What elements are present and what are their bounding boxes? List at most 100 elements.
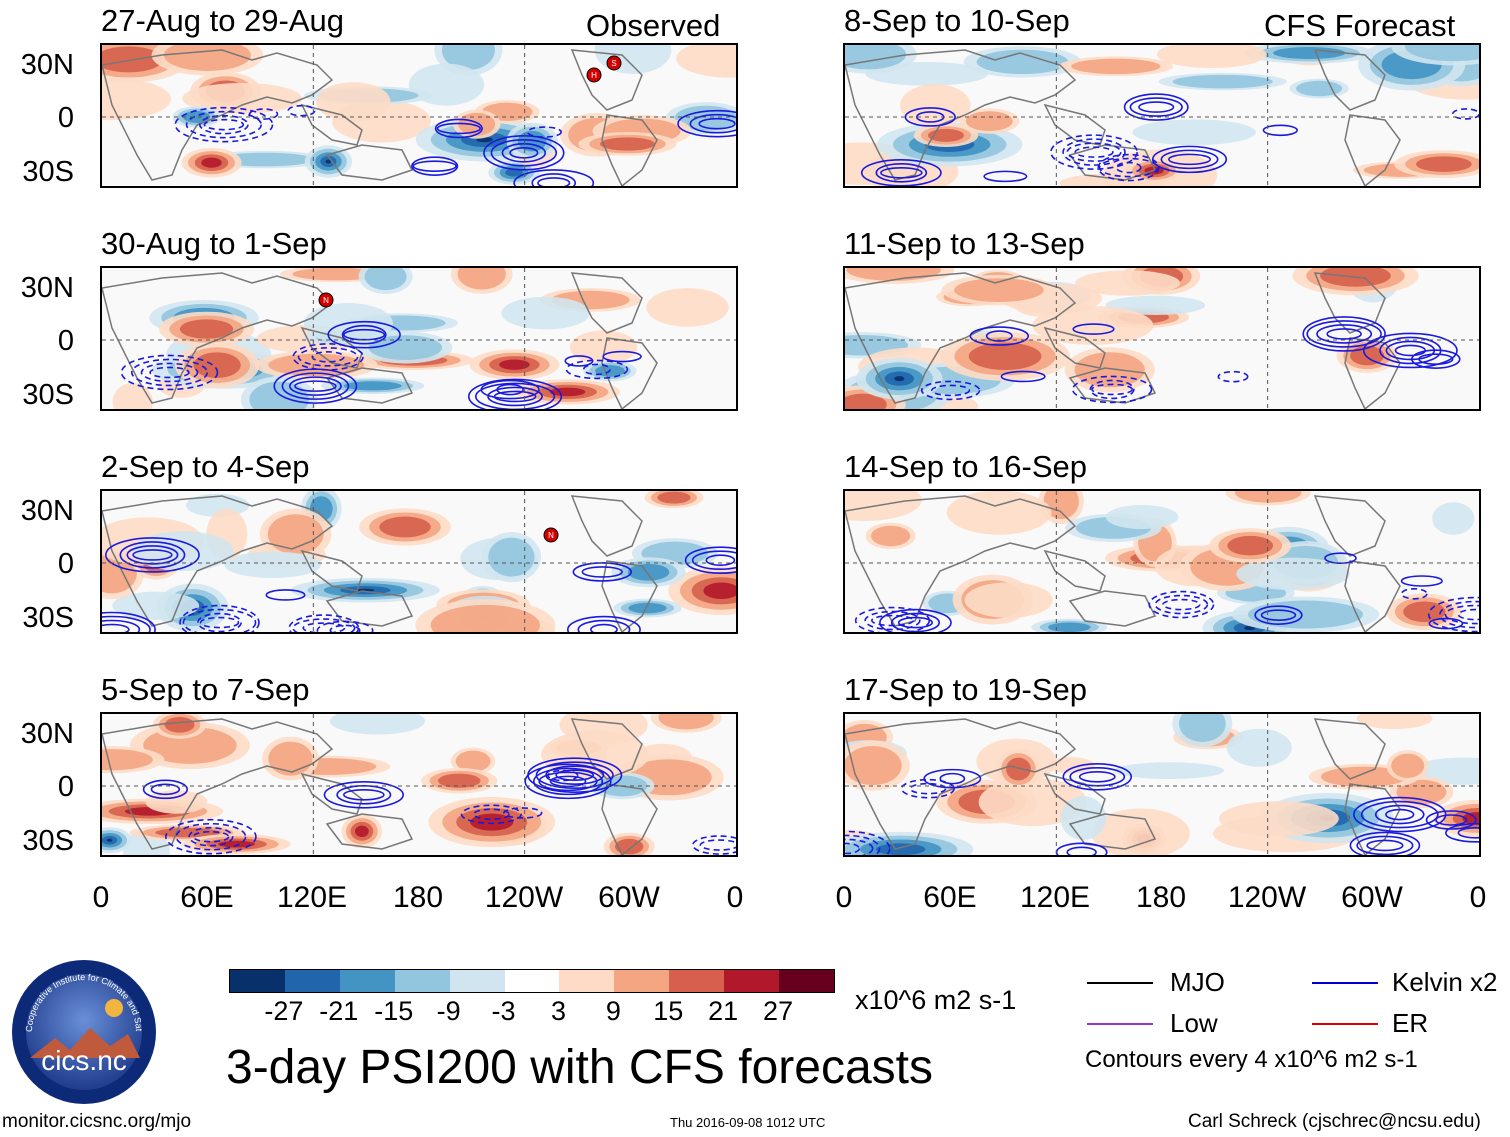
panel-title-obs-1: 27-Aug to 29-Aug xyxy=(101,3,345,38)
kelvin-contour xyxy=(467,378,563,409)
negative-anomaly xyxy=(1105,504,1179,530)
colorbar-swatch xyxy=(394,970,451,992)
kelvin-contour xyxy=(582,363,611,376)
kelvin-contour xyxy=(1444,604,1479,625)
kelvin-contour xyxy=(879,608,952,632)
negative-anomaly xyxy=(845,45,907,70)
y-tick-30s: 30S xyxy=(22,825,74,857)
kelvin-contour xyxy=(503,807,543,819)
kelvin-contour xyxy=(590,623,618,632)
kelvin-contour xyxy=(1066,846,1097,855)
kelvin-contour xyxy=(102,619,141,632)
coastline xyxy=(601,337,658,409)
negative-anomaly xyxy=(224,551,321,578)
kelvin-contour xyxy=(524,763,612,800)
colorbar-swatch xyxy=(614,970,671,992)
positive-anomaly xyxy=(292,268,381,281)
positive-anomaly xyxy=(155,827,221,838)
kelvin-contour xyxy=(890,612,941,632)
kelvin-contour xyxy=(281,372,350,400)
legend-low-line xyxy=(1087,1023,1153,1025)
y-tick-30n: 30N xyxy=(20,49,74,81)
observed-label: Observed xyxy=(586,8,721,43)
kelvin-contour xyxy=(923,768,982,789)
kelvin-contour xyxy=(581,566,624,578)
kelvin-contour xyxy=(547,769,579,782)
kelvin-contour xyxy=(1160,149,1219,170)
positive-anomaly xyxy=(457,268,506,290)
y-tick-30s: 30S xyxy=(22,602,74,634)
positive-anomaly xyxy=(164,716,195,733)
negative-anomaly xyxy=(627,563,670,581)
kelvin-contour xyxy=(248,108,279,120)
contours-note: Contours every 4 x10^6 m2 s-1 xyxy=(1085,1046,1418,1073)
positive-anomaly xyxy=(102,749,153,771)
negative-anomaly xyxy=(106,838,113,842)
positive-anomaly xyxy=(193,352,241,378)
legend-er-line xyxy=(1312,1023,1378,1025)
kelvin-contour xyxy=(1435,814,1468,826)
kelvin-contour xyxy=(102,623,130,632)
x-tick-60e: 60E xyxy=(923,881,977,914)
negative-anomaly xyxy=(628,602,667,614)
kelvin-contour xyxy=(904,107,956,127)
negative-anomaly xyxy=(1132,119,1256,146)
kelvin-contour xyxy=(1306,320,1382,348)
storm-marker: S xyxy=(606,55,622,71)
negative-anomaly xyxy=(325,159,332,164)
positive-anomaly xyxy=(163,45,251,71)
y-tick-0: 0 xyxy=(57,771,74,803)
cics-logo: Cooperative Institute for Climate and Sa… xyxy=(7,950,158,1106)
x-tick-60w: 60W xyxy=(598,881,660,914)
negative-anomaly xyxy=(1048,622,1091,632)
positive-anomaly xyxy=(1006,757,1031,781)
positive-anomaly xyxy=(845,491,922,521)
y-tick-30n: 30N xyxy=(20,718,74,750)
storm-marker: N xyxy=(318,292,334,308)
kelvin-contour xyxy=(1078,770,1116,783)
footer-timestamp: Thu 2016-09-08 1012 UTC xyxy=(670,1115,826,1130)
kelvin-contour xyxy=(931,384,971,397)
colorbar-swatch xyxy=(724,970,781,992)
positive-anomaly xyxy=(1074,352,1145,388)
kelvin-contour xyxy=(460,804,522,825)
kelvin-contour xyxy=(1260,609,1297,621)
colorbar-swatch xyxy=(339,970,396,992)
kelvin-contour xyxy=(475,382,556,409)
positive-anomaly xyxy=(1075,270,1181,296)
kelvin-contour xyxy=(1069,766,1126,787)
kelvin-contour xyxy=(1129,97,1183,117)
footer-url[interactable]: monitor.cicsnc.org/mjo xyxy=(2,1111,192,1132)
kelvin-contour xyxy=(864,610,921,631)
positive-anomaly xyxy=(201,157,222,168)
kelvin-contour xyxy=(909,782,947,795)
coastline xyxy=(845,49,1077,181)
kelvin-contour xyxy=(265,589,306,601)
positive-anomaly xyxy=(845,746,902,786)
positive-anomaly xyxy=(458,112,496,136)
kelvin-contour xyxy=(483,135,565,171)
coastline xyxy=(1344,783,1401,855)
panel-title-obs-2: 30-Aug to 1-Sep xyxy=(101,226,327,261)
negative-anomaly xyxy=(364,268,407,291)
positive-anomaly xyxy=(470,813,514,831)
panel-title-obs-4: 5-Sep to 7-Sep xyxy=(101,672,310,707)
coastline xyxy=(845,718,1077,850)
colorbar-label: 9 xyxy=(605,996,621,1026)
negative-anomaly xyxy=(1179,714,1226,742)
coastline xyxy=(601,560,658,632)
y-tick-0: 0 xyxy=(57,548,74,580)
x-tick-360: 0 xyxy=(1469,881,1487,914)
y-tick-0: 0 xyxy=(57,102,74,134)
colorbar-label: -27 xyxy=(264,996,304,1026)
y-tick-30s: 30S xyxy=(22,156,74,188)
negative-anomaly xyxy=(1273,47,1346,59)
kelvin-contour xyxy=(198,114,249,135)
kelvin-contour xyxy=(985,330,1013,342)
kelvin-contour xyxy=(434,118,483,139)
kelvin-contour xyxy=(537,177,571,186)
coastline xyxy=(601,783,658,855)
positive-anomaly xyxy=(1356,714,1433,730)
legend-er-label: ER xyxy=(1392,1008,1429,1038)
colorbar-label: 3 xyxy=(550,996,566,1026)
